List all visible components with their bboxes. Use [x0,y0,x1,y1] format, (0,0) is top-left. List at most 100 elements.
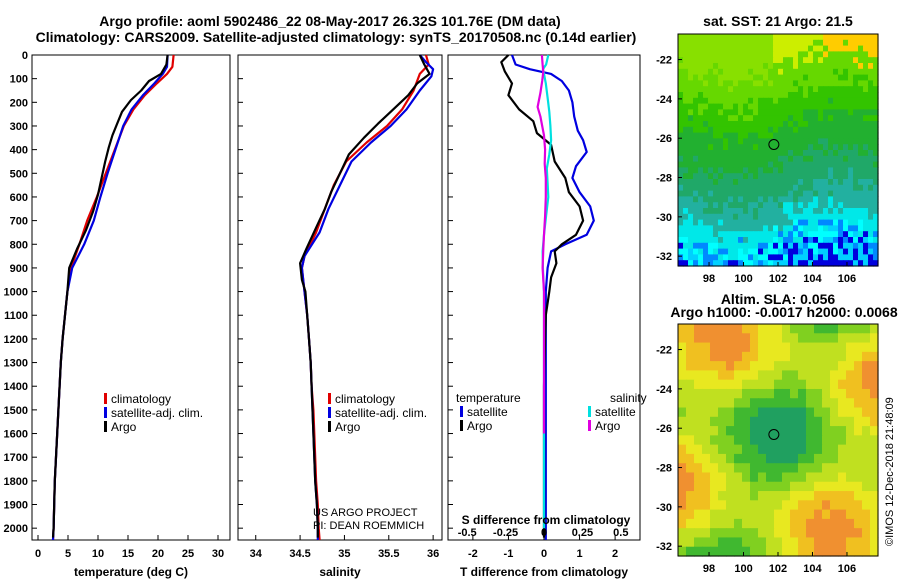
map-cell [838,74,844,81]
map-cell [803,202,809,209]
map-cell [713,138,719,145]
map-cell [683,109,689,116]
map-cell [788,34,794,41]
map-cell [758,132,764,139]
map-cell [703,179,709,186]
map-cell [843,126,849,134]
map-cell [858,260,864,267]
map-cell [738,155,744,163]
map-cell [778,74,784,81]
map-cell [848,126,854,134]
map-cell [870,463,879,474]
map-cell [806,388,815,399]
map-cell [693,225,699,232]
map-cell [750,342,759,353]
map-cell [846,398,855,409]
top-tick-label: 0.5 [613,527,628,539]
map-cell [843,34,849,41]
map-cell [683,179,689,186]
map-cell [828,51,834,58]
map-cell [753,57,759,64]
map-cell [863,173,869,180]
map-cell [718,509,727,520]
map-cell [686,528,695,539]
map-cell [854,472,863,483]
map-cell [678,126,684,134]
map-cell [778,225,784,232]
map-cell [863,213,869,221]
map-cell [748,196,754,203]
map-cell [818,92,824,99]
map-cell [766,444,775,455]
map-cell [822,342,831,353]
map-cell [870,481,879,492]
map-cell [693,242,699,250]
map-cell [788,126,794,134]
map-cell [863,237,869,244]
map-cell [766,481,775,492]
map-cell [818,225,824,232]
map-cell [818,167,824,174]
map-cell [854,528,863,539]
map-cell [813,74,819,81]
map-cell [783,202,789,209]
map-cell [708,167,714,174]
map-cell [718,161,724,168]
map-cell [838,379,847,390]
map-cell [713,254,719,261]
map-cell [678,225,684,232]
map-cell [828,103,834,110]
map-cell [843,97,849,105]
map-cell [833,184,839,192]
map-cell [768,63,774,70]
map-cell [748,248,754,255]
map-cell [833,161,839,168]
map-cell [808,121,814,128]
map-cell [854,388,863,399]
map-cell [733,167,739,174]
map-cell [828,109,834,116]
map-cell [833,97,839,105]
map-cell [748,150,754,157]
map-cell [733,45,739,52]
map-cell [838,546,847,557]
map-cell [678,150,684,157]
map-cell [790,370,799,381]
map-cell [738,242,744,250]
map-cell [870,444,879,455]
map-cell [778,34,784,41]
map-cell [853,242,859,250]
map-cell [734,361,743,371]
map-cell [728,97,734,105]
map-cell [750,379,759,390]
map-cell [743,202,749,209]
map-cell [822,453,831,464]
map-cell [830,472,839,483]
map-cell [750,333,759,344]
map-cell [728,45,734,52]
map-cell [738,115,744,122]
y-tick-label: 1000 [4,287,28,299]
map-cell [870,518,879,529]
map-cell [708,179,714,186]
map-cell [686,491,695,501]
map-cell [793,219,799,226]
map-cell [788,248,794,255]
map-cell [683,184,689,192]
map-cell [758,379,767,390]
map-cell [763,260,769,267]
map-cell [790,537,799,548]
map-cell [753,225,759,232]
map-cell [738,45,744,52]
map-cell [718,426,727,436]
map-cell [803,80,809,87]
map-cell [748,155,754,163]
map-cell [763,34,769,41]
map-cell [814,481,823,492]
map-cell [833,80,839,87]
map-cell [858,161,864,168]
map-cell [748,80,754,87]
map-cell [814,426,823,436]
map-cell [793,184,799,192]
map-cell [848,219,854,226]
